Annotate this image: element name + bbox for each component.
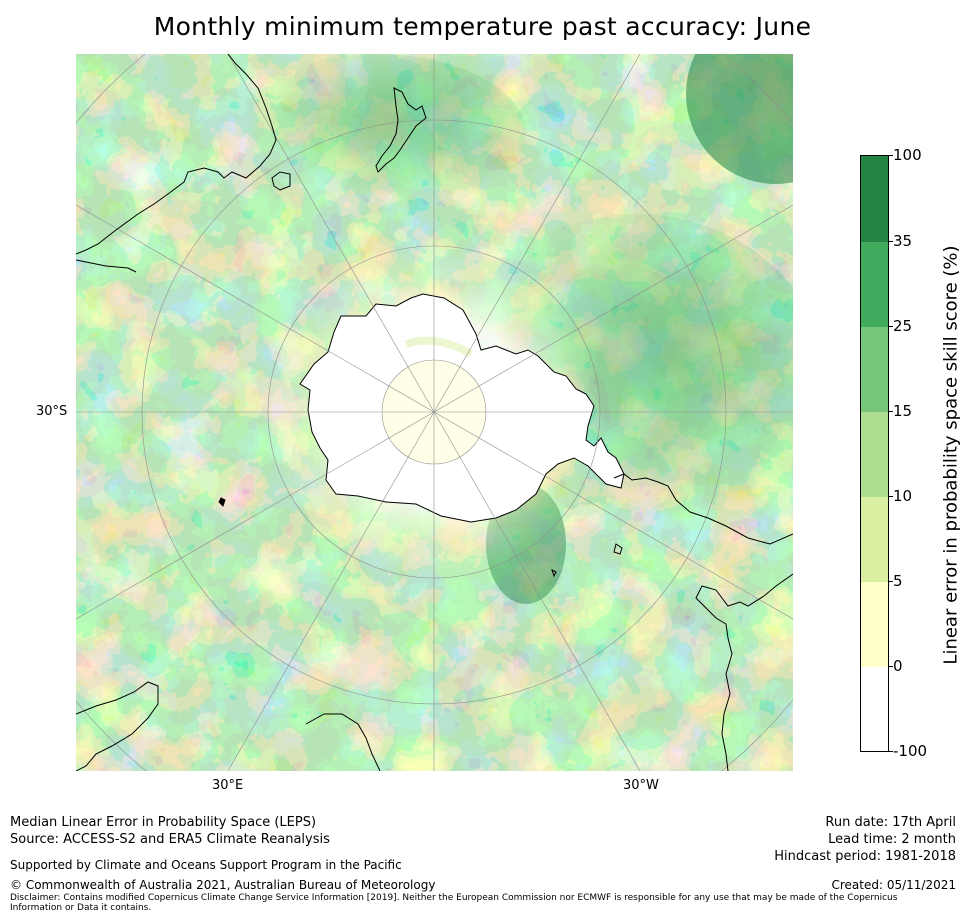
- australia-coast: [76, 54, 277, 255]
- polar-map-svg: [76, 54, 793, 771]
- lon-label-30e: 30°E: [212, 778, 244, 793]
- colorbar-tick-25: 25: [893, 317, 913, 335]
- colorbar-tick-10: 10: [893, 487, 913, 505]
- colorbar-bin-10-15: [861, 412, 888, 497]
- africa-coast: [76, 681, 159, 771]
- colorbar-label: Linear error in probability space skill …: [940, 245, 962, 665]
- colorbar-tick-0: 0: [893, 657, 903, 675]
- map-title: Monthly minimum temperature past accurac…: [153, 12, 812, 41]
- colorbar: [860, 155, 889, 752]
- footer-disclaimer-line2: Information or Data it contains.: [10, 903, 152, 913]
- footer-method: Median Linear Error in Probability Space…: [10, 815, 317, 830]
- colorbar-bin-25-35: [861, 242, 888, 327]
- colorbar-bin-neg100-0: [861, 667, 888, 751]
- skill-highest-region-corner: [686, 54, 793, 184]
- skill-score-map[interactable]: [76, 54, 793, 771]
- lat-label-30s: 30°S: [36, 404, 68, 419]
- colorbar-bin-15-25: [861, 327, 888, 412]
- colorbar-tick-15: 15: [893, 402, 913, 420]
- colorbar-bin-0-5: [861, 582, 888, 667]
- colorbar-tick-neg100: -100: [893, 742, 928, 760]
- footer-created: Created: 05/11/2021: [831, 878, 956, 892]
- colorbar-bin-35-100: [861, 156, 888, 242]
- footer-lead-time: Lead time: 2 month: [828, 832, 956, 847]
- south-america-coast: [613, 473, 793, 545]
- colorbar-tick-5: 5: [893, 572, 903, 590]
- tasmania-coast: [271, 171, 291, 191]
- colorbar-bin-5-10: [861, 497, 888, 582]
- antarctica-outline: [299, 293, 625, 523]
- footer-source: Source: ACCESS-S2 and ERA5 Climate Reana…: [10, 832, 330, 847]
- footer-disclaimer-line1: Disclaimer: Contains modified Copernicus…: [10, 893, 898, 903]
- footer-run-date: Run date: 17th April: [825, 815, 956, 830]
- graticule: [76, 54, 793, 771]
- colorbar-tick-100: 100: [893, 146, 922, 164]
- colorbar-tick-35: 35: [893, 232, 913, 250]
- coastlines: [76, 54, 793, 771]
- footer-hindcast-period: Hindcast period: 1981-2018: [774, 849, 956, 864]
- new-zealand-coast: [375, 87, 427, 173]
- lon-label-30w: 30°W: [623, 778, 659, 793]
- skill-high-region-tasman: [226, 54, 526, 214]
- footer-copyright: © Commonwealth of Australia 2021, Austra…: [10, 878, 436, 892]
- footer-supported: Supported by Climate and Oceans Support …: [10, 858, 402, 872]
